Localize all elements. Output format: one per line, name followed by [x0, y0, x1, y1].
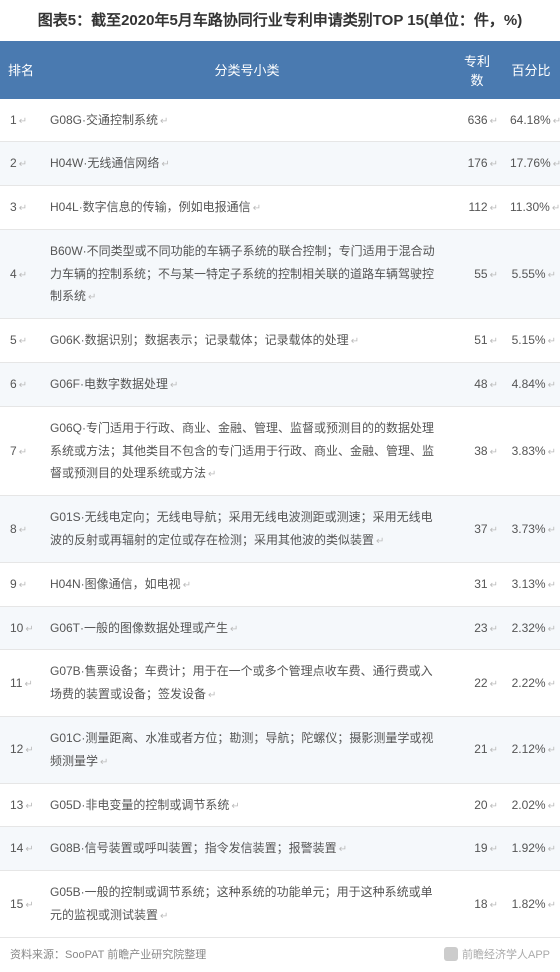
cell-count: 38↵ — [452, 406, 502, 495]
cell-count: 48↵ — [452, 363, 502, 407]
cell-rank: 5↵ — [0, 319, 42, 363]
cell-rank: 4↵ — [0, 229, 42, 318]
table-row: 5↵G06K·数据识别；数据表示；记录载体；记录载体的处理↵51↵5.15%↵ — [0, 319, 560, 363]
chart-title: 图表5：截至2020年5月车路协同行业专利申请类别TOP 15(单位：件，%) — [0, 0, 560, 41]
table-row: 14↵G08B·信号装置或呼叫装置；指令发信装置；报警装置↵19↵1.92%↵ — [0, 827, 560, 871]
table-row: 1↵G08G·交通控制系统↵636↵64.18%↵ — [0, 99, 560, 142]
table-row: 7↵G06Q·专门适用于行政、商业、金融、管理、监督或预测目的的数据处理系统或方… — [0, 406, 560, 495]
cell-category: G05D·非电变量的控制或调节系统↵ — [42, 783, 452, 827]
cell-category: H04L·数字信息的传输，例如电报通信↵ — [42, 186, 452, 230]
table-row: 10↵G06T·一般的图像数据处理或产生↵23↵2.32%↵ — [0, 606, 560, 650]
watermark-label: 前瞻经济学人APP — [462, 946, 550, 962]
cell-pct: 11.30%↵ — [502, 186, 560, 230]
table-row: 8↵G01S·无线电定向；无线电导航；采用无线电波测距或测速；采用无线电波的反射… — [0, 496, 560, 563]
cell-pct: 3.73%↵ — [502, 496, 560, 563]
cell-count: 636↵ — [452, 99, 502, 142]
cell-rank: 14↵ — [0, 827, 42, 871]
cell-count: 20↵ — [452, 783, 502, 827]
col-header-pct: 百分比 — [502, 41, 560, 99]
cell-category: G07B·售票设备；车费计；用于在一个或多个管理点收车费、通行费或入场费的装置或… — [42, 650, 452, 717]
cell-category: G06Q·专门适用于行政、商业、金融、管理、监督或预测目的的数据处理系统或方法；… — [42, 406, 452, 495]
cell-rank: 11↵ — [0, 650, 42, 717]
cell-pct: 2.32%↵ — [502, 606, 560, 650]
table-row: 15↵G05B·一般的控制或调节系统；这种系统的功能单元；用于这种系统或单元的监… — [0, 871, 560, 938]
cell-pct: 2.02%↵ — [502, 783, 560, 827]
cell-category: G06T·一般的图像数据处理或产生↵ — [42, 606, 452, 650]
cell-rank: 7↵ — [0, 406, 42, 495]
cell-rank: 15↵ — [0, 871, 42, 938]
table-row: 9↵H04N·图像通信，如电视↵31↵3.13%↵ — [0, 562, 560, 606]
watermark: 前瞻经济学人APP — [444, 946, 550, 962]
cell-count: 112↵ — [452, 186, 502, 230]
cell-count: 176↵ — [452, 142, 502, 186]
cell-pct: 2.22%↵ — [502, 650, 560, 717]
cell-category: G06F·电数字数据处理↵ — [42, 363, 452, 407]
col-header-category: 分类号小类 — [42, 41, 452, 99]
cell-count: 18↵ — [452, 871, 502, 938]
cell-category: B60W·不同类型或不同功能的车辆子系统的联合控制；专门适用于混合动力车辆的控制… — [42, 229, 452, 318]
cell-pct: 1.92%↵ — [502, 827, 560, 871]
cell-rank: 12↵ — [0, 717, 42, 784]
table-row: 2↵H04W·无线通信网络↵176↵17.76%↵ — [0, 142, 560, 186]
cell-rank: 8↵ — [0, 496, 42, 563]
cell-rank: 2↵ — [0, 142, 42, 186]
cell-category: G01C·测量距离、水准或者方位；勘测；导航；陀螺仪；摄影测量学或视频测量学↵ — [42, 717, 452, 784]
cell-count: 22↵ — [452, 650, 502, 717]
cell-count: 19↵ — [452, 827, 502, 871]
col-header-count: 专利数 — [452, 41, 502, 99]
cell-category: H04W·无线通信网络↵ — [42, 142, 452, 186]
cell-rank: 9↵ — [0, 562, 42, 606]
cell-pct: 3.13%↵ — [502, 562, 560, 606]
cell-category: H04N·图像通信，如电视↵ — [42, 562, 452, 606]
table-footer: 资料来源：SooPAT 前瞻产业研究院整理 前瞻经济学人APP — [0, 938, 560, 972]
table-body: 1↵G08G·交通控制系统↵636↵64.18%↵2↵H04W·无线通信网络↵1… — [0, 99, 560, 938]
cell-pct: 5.15%↵ — [502, 319, 560, 363]
cell-pct: 2.12%↵ — [502, 717, 560, 784]
cell-pct: 5.55%↵ — [502, 229, 560, 318]
cell-rank: 3↵ — [0, 186, 42, 230]
cell-category: G01S·无线电定向；无线电导航；采用无线电波测距或测速；采用无线电波的反射或再… — [42, 496, 452, 563]
cell-count: 55↵ — [452, 229, 502, 318]
table-row: 3↵H04L·数字信息的传输，例如电报通信↵112↵11.30%↵ — [0, 186, 560, 230]
cell-pct: 64.18%↵ — [502, 99, 560, 142]
watermark-icon — [444, 947, 458, 961]
cell-rank: 13↵ — [0, 783, 42, 827]
cell-category: G06K·数据识别；数据表示；记录载体；记录载体的处理↵ — [42, 319, 452, 363]
table-row: 12↵G01C·测量距离、水准或者方位；勘测；导航；陀螺仪；摄影测量学或视频测量… — [0, 717, 560, 784]
cell-pct: 4.84%↵ — [502, 363, 560, 407]
cell-category: G08G·交通控制系统↵ — [42, 99, 452, 142]
cell-pct: 1.82%↵ — [502, 871, 560, 938]
cell-count: 21↵ — [452, 717, 502, 784]
patent-table: 排名 分类号小类 专利数 百分比 1↵G08G·交通控制系统↵636↵64.18… — [0, 41, 560, 938]
cell-pct: 3.83%↵ — [502, 406, 560, 495]
cell-category: G05B·一般的控制或调节系统；这种系统的功能单元；用于这种系统或单元的监视或测… — [42, 871, 452, 938]
cell-rank: 1↵ — [0, 99, 42, 142]
cell-category: G08B·信号装置或呼叫装置；指令发信装置；报警装置↵ — [42, 827, 452, 871]
cell-rank: 6↵ — [0, 363, 42, 407]
table-row: 11↵G07B·售票设备；车费计；用于在一个或多个管理点收车费、通行费或入场费的… — [0, 650, 560, 717]
cell-count: 51↵ — [452, 319, 502, 363]
cell-pct: 17.76%↵ — [502, 142, 560, 186]
source-label: 资料来源：SooPAT 前瞻产业研究院整理 — [10, 946, 206, 962]
table-row: 13↵G05D·非电变量的控制或调节系统↵20↵2.02%↵ — [0, 783, 560, 827]
table-row: 6↵G06F·电数字数据处理↵48↵4.84%↵ — [0, 363, 560, 407]
col-header-rank: 排名 — [0, 41, 42, 99]
cell-count: 23↵ — [452, 606, 502, 650]
cell-count: 37↵ — [452, 496, 502, 563]
table-row: 4↵B60W·不同类型或不同功能的车辆子系统的联合控制；专门适用于混合动力车辆的… — [0, 229, 560, 318]
cell-count: 31↵ — [452, 562, 502, 606]
table-header-row: 排名 分类号小类 专利数 百分比 — [0, 41, 560, 99]
cell-rank: 10↵ — [0, 606, 42, 650]
